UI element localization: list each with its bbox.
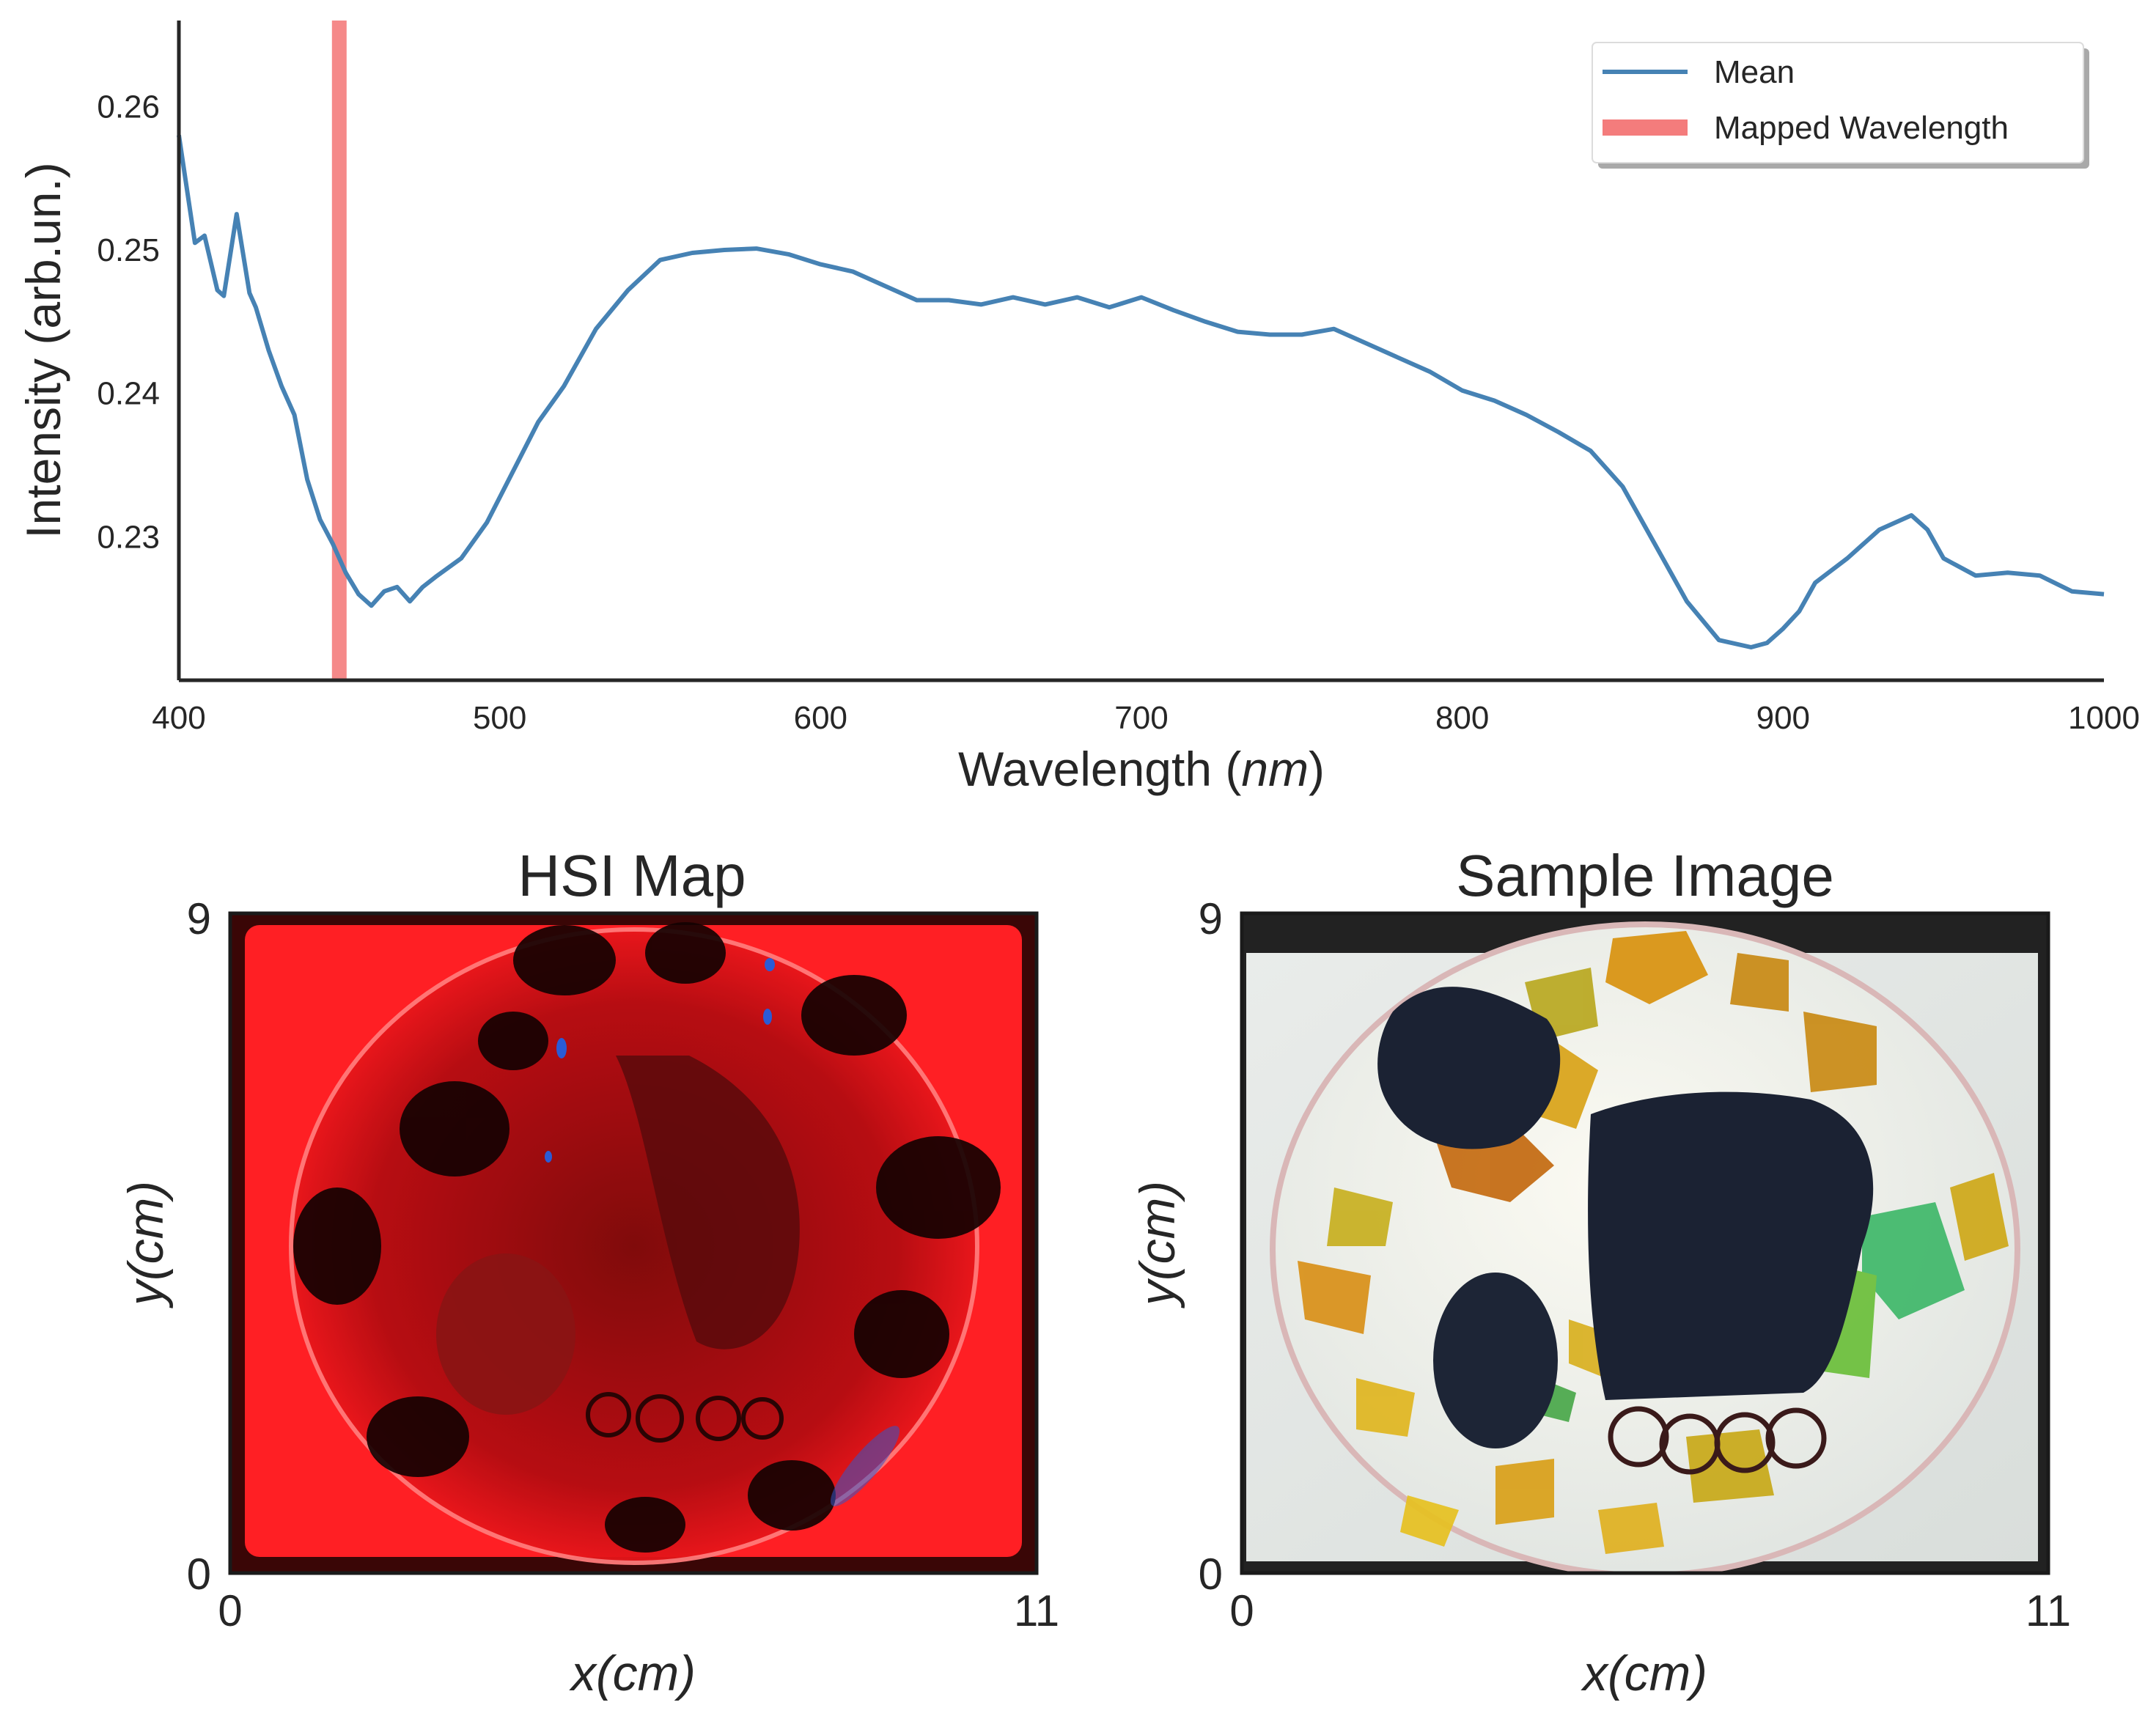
y-tick-label: 0.25 <box>97 232 160 268</box>
x-tick-label: 700 <box>1114 700 1168 736</box>
hsi-map-panel: HSI Map <box>118 843 1059 1701</box>
x-tick-labels: 400 500 600 700 800 900 1000 <box>152 700 2140 736</box>
sample-image-frame <box>1240 911 2050 1575</box>
legend-label-mapped-wavelength: Mapped Wavelength <box>1714 110 2009 146</box>
x-tick-label: 800 <box>1435 700 1489 736</box>
legend-label-mean: Mean <box>1714 54 1795 90</box>
photo-x-axis-label: x(cm) <box>1581 1646 1707 1701</box>
photo-xtick-left: 0 <box>1229 1586 1254 1635</box>
sample-photo <box>1242 913 2048 1573</box>
y-tick-label: 0.24 <box>97 376 160 412</box>
hsi-map-frame <box>228 911 1039 1575</box>
x-tick-label: 1000 <box>2068 700 2140 736</box>
hsi-map-image <box>230 913 1037 1573</box>
spectrum-chart: 400 500 600 700 800 900 1000 0.230.240.250.26 … <box>16 21 2140 796</box>
x-tick-label: 900 <box>1756 700 1810 736</box>
photo-ytick-top: 9 <box>1199 894 1223 943</box>
x-tick-label: 400 <box>152 700 205 736</box>
mean-series-line <box>177 135 2105 649</box>
hsi-xtick-left: 0 <box>218 1586 242 1635</box>
hsi-ytick-bottom: 0 <box>187 1550 211 1599</box>
mapped-wavelength-band <box>331 21 347 680</box>
legend-box <box>1592 42 2084 163</box>
x-tick-label: 600 <box>794 700 847 736</box>
legend: Mean Mapped Wavelength <box>1592 42 2089 169</box>
y-tick-label: 0.23 <box>97 519 160 555</box>
sample-image-panel: Sample Image <box>1130 843 2071 1701</box>
hsi-ytick-top: 9 <box>187 894 211 943</box>
y-tick-label: 0.26 <box>97 89 160 125</box>
photo-xtick-right: 11 <box>2026 1586 2071 1635</box>
hsi-y-axis-label: y(cm) <box>118 1181 174 1308</box>
hsi-x-axis-label: x(cm) <box>569 1646 696 1701</box>
photo-y-axis-label: y(cm) <box>1130 1181 1185 1308</box>
x-tick-label: 500 <box>473 700 526 736</box>
y-tick-labels: 0.23 0.24 0.25 0.26 <box>97 89 160 555</box>
photo-ytick-bottom: 0 <box>1199 1550 1223 1599</box>
x-axis-label: Wavelength (nm) <box>958 742 1325 796</box>
hsi-xtick-right: 11 <box>1014 1586 1059 1635</box>
sample-image-title: Sample Image <box>1456 843 1834 908</box>
y-axis-label: Intensity (arb.un.) <box>16 162 70 539</box>
hsi-map-title: HSI Map <box>518 843 746 908</box>
